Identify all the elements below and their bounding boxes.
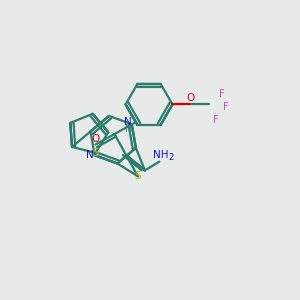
- Text: N: N: [124, 117, 132, 127]
- Text: O: O: [187, 93, 195, 103]
- Text: H: H: [124, 124, 132, 134]
- Text: F: F: [213, 115, 219, 125]
- Text: S: S: [135, 171, 141, 181]
- Text: F: F: [223, 102, 229, 112]
- Text: 2: 2: [168, 153, 173, 162]
- Text: O: O: [91, 134, 100, 144]
- Text: S: S: [92, 148, 99, 158]
- Text: F: F: [219, 89, 224, 99]
- Text: NH: NH: [153, 150, 169, 160]
- Text: N: N: [85, 150, 93, 160]
